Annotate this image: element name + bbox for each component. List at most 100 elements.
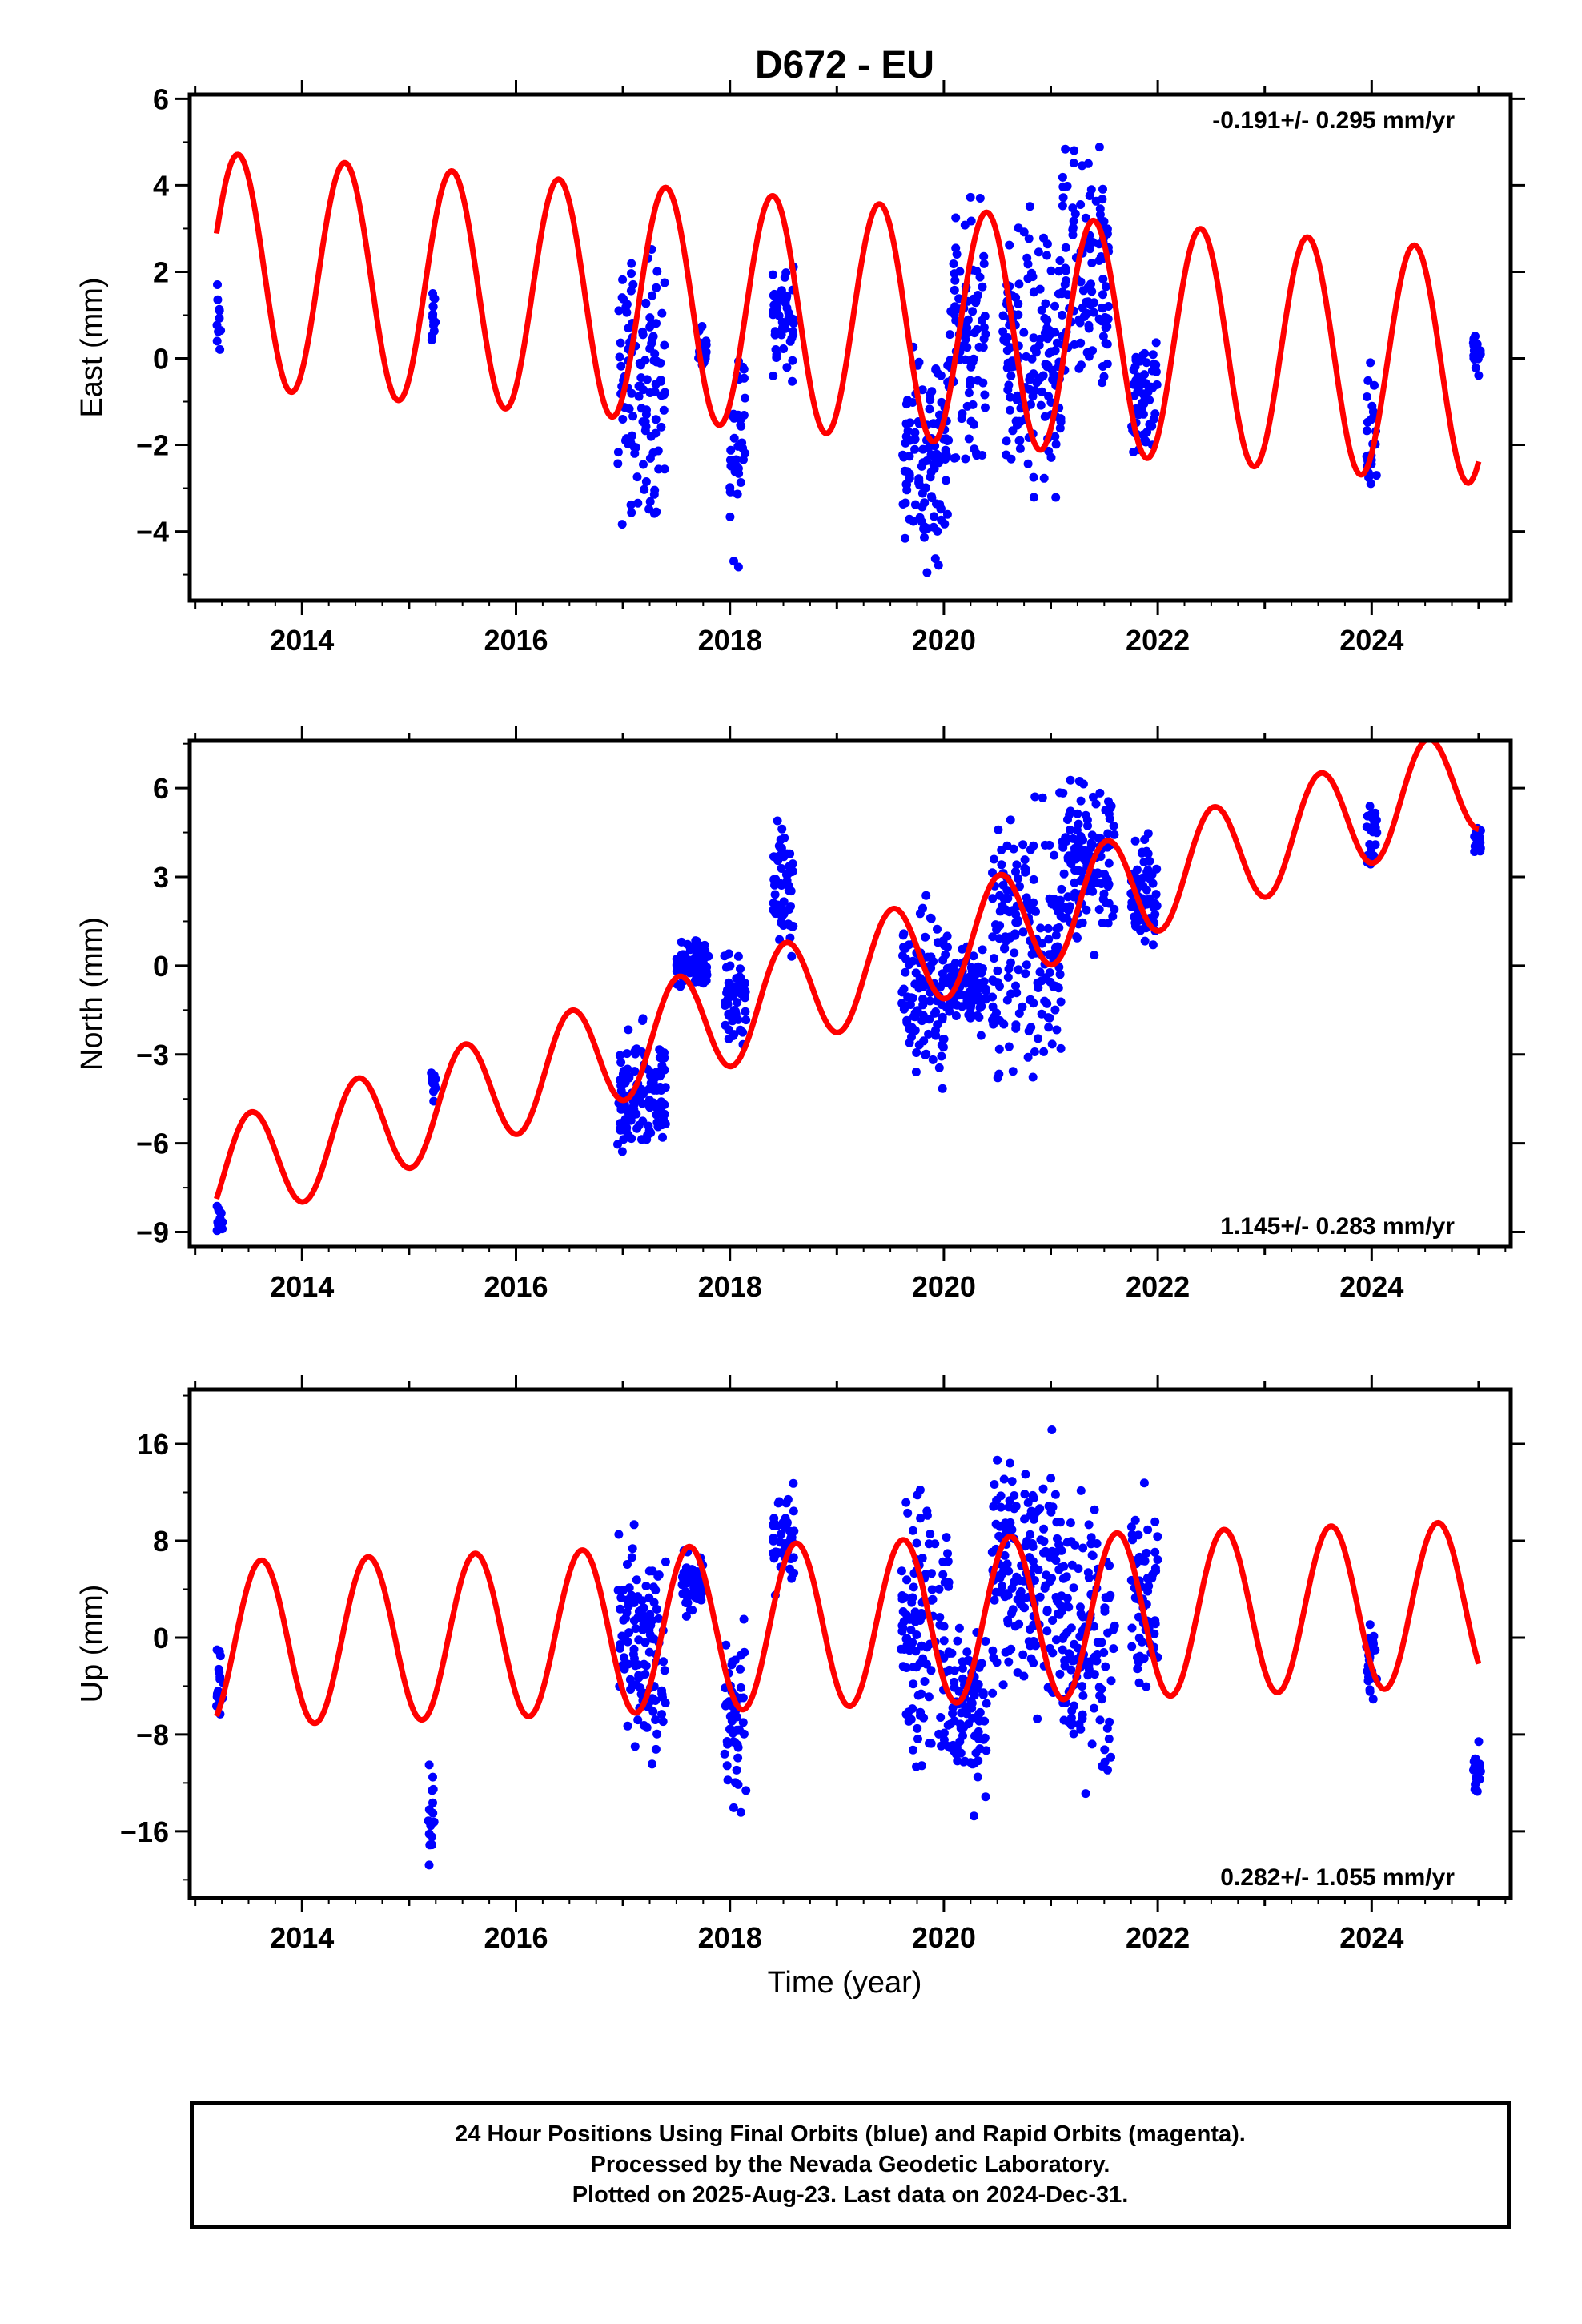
data-point — [982, 1699, 991, 1708]
data-point — [660, 1100, 669, 1109]
data-point — [988, 932, 998, 942]
caption-line-2: Processed by the Nevada Geodetic Laborat… — [590, 2152, 1110, 2177]
data-point — [981, 403, 990, 412]
data-point — [906, 1715, 916, 1724]
plot-frame — [187, 738, 1513, 1249]
data-point — [960, 1702, 970, 1711]
data-point — [769, 1518, 779, 1527]
data-point — [681, 1563, 691, 1573]
data-point — [689, 1582, 699, 1592]
data-point — [1086, 1539, 1096, 1549]
data-point — [648, 291, 657, 300]
data-point — [630, 1067, 640, 1076]
data-point — [922, 1642, 932, 1652]
data-point — [730, 1778, 740, 1787]
data-point — [901, 498, 910, 508]
data-point — [921, 932, 930, 942]
data-point — [773, 303, 782, 312]
data-point — [1023, 1498, 1033, 1507]
data-point — [657, 1061, 667, 1071]
data-point — [938, 1570, 948, 1579]
data-point — [614, 1530, 624, 1539]
data-point — [1042, 362, 1052, 372]
data-point — [1128, 1535, 1137, 1545]
data-points — [212, 143, 1485, 577]
data-point — [1074, 1719, 1084, 1729]
data-point — [1014, 1619, 1024, 1629]
data-point — [994, 1531, 1004, 1541]
data-point — [1073, 809, 1082, 818]
data-point — [1096, 252, 1106, 261]
data-point — [213, 295, 223, 304]
data-point — [999, 894, 1009, 903]
rate-annotation: 0.282+/- 1.055 mm/yr — [1220, 1864, 1455, 1891]
data-point — [1098, 290, 1107, 300]
data-point — [787, 1574, 797, 1583]
data-point — [970, 1731, 979, 1741]
x-tick-label: 2020 — [912, 1270, 976, 1303]
data-point — [978, 378, 988, 388]
caption-box: 24 Hour Positions Using Final Orbits (bl… — [190, 2101, 1511, 2229]
data-point — [622, 300, 632, 309]
data-point — [1033, 1714, 1042, 1723]
data-point — [738, 1718, 748, 1727]
data-point — [741, 393, 749, 403]
data-point — [218, 1224, 227, 1234]
data-point — [1102, 340, 1112, 349]
data-point — [1363, 376, 1373, 385]
data-point — [1038, 1484, 1048, 1494]
data-point — [654, 1614, 664, 1623]
data-point — [629, 1616, 639, 1626]
data-point — [1100, 1745, 1110, 1755]
data-point — [672, 967, 681, 976]
data-point — [968, 1011, 978, 1021]
x-tick-label: 2018 — [698, 624, 762, 657]
data-point — [648, 1634, 656, 1643]
data-point — [727, 985, 737, 995]
data-point — [1011, 918, 1021, 927]
data-point — [922, 1506, 932, 1516]
data-point — [1052, 1518, 1062, 1527]
data-point — [901, 432, 911, 441]
data-point — [1014, 279, 1024, 289]
data-point — [926, 1530, 935, 1538]
data-point — [910, 500, 920, 509]
data-point — [949, 969, 958, 979]
data-point — [1004, 1042, 1014, 1051]
data-point — [1026, 1023, 1036, 1032]
data-point — [636, 373, 646, 383]
x-tick-label: 2024 — [1339, 1270, 1403, 1303]
data-point — [728, 461, 737, 471]
data-point — [640, 426, 650, 436]
model-curve — [214, 741, 1480, 1205]
data-point — [1040, 996, 1050, 1006]
data-point — [978, 945, 987, 955]
data-point — [727, 1660, 737, 1670]
data-point — [1366, 841, 1375, 850]
data-point — [649, 489, 659, 499]
data-point — [938, 969, 947, 979]
data-point — [966, 356, 975, 365]
data-point — [736, 1664, 745, 1674]
data-point — [638, 1016, 648, 1025]
y-tick-label: −8 — [136, 1719, 169, 1751]
data-point — [1020, 1594, 1030, 1603]
data-point — [916, 1711, 925, 1720]
data-point — [1070, 209, 1080, 219]
data-point — [638, 330, 648, 340]
data-point — [642, 1723, 652, 1732]
data-point — [1050, 850, 1059, 860]
data-point — [726, 445, 736, 455]
data-point — [1100, 1603, 1110, 1613]
data-point — [1109, 1644, 1118, 1654]
data-point — [1142, 1682, 1151, 1691]
data-point — [1045, 330, 1054, 340]
data-point — [931, 365, 941, 375]
data-point — [1054, 923, 1064, 932]
data-point — [999, 1474, 1009, 1484]
data-point — [1104, 797, 1113, 806]
data-point — [660, 340, 669, 350]
data-point — [660, 278, 669, 287]
data-point — [659, 1657, 668, 1667]
data-point — [1066, 775, 1075, 785]
